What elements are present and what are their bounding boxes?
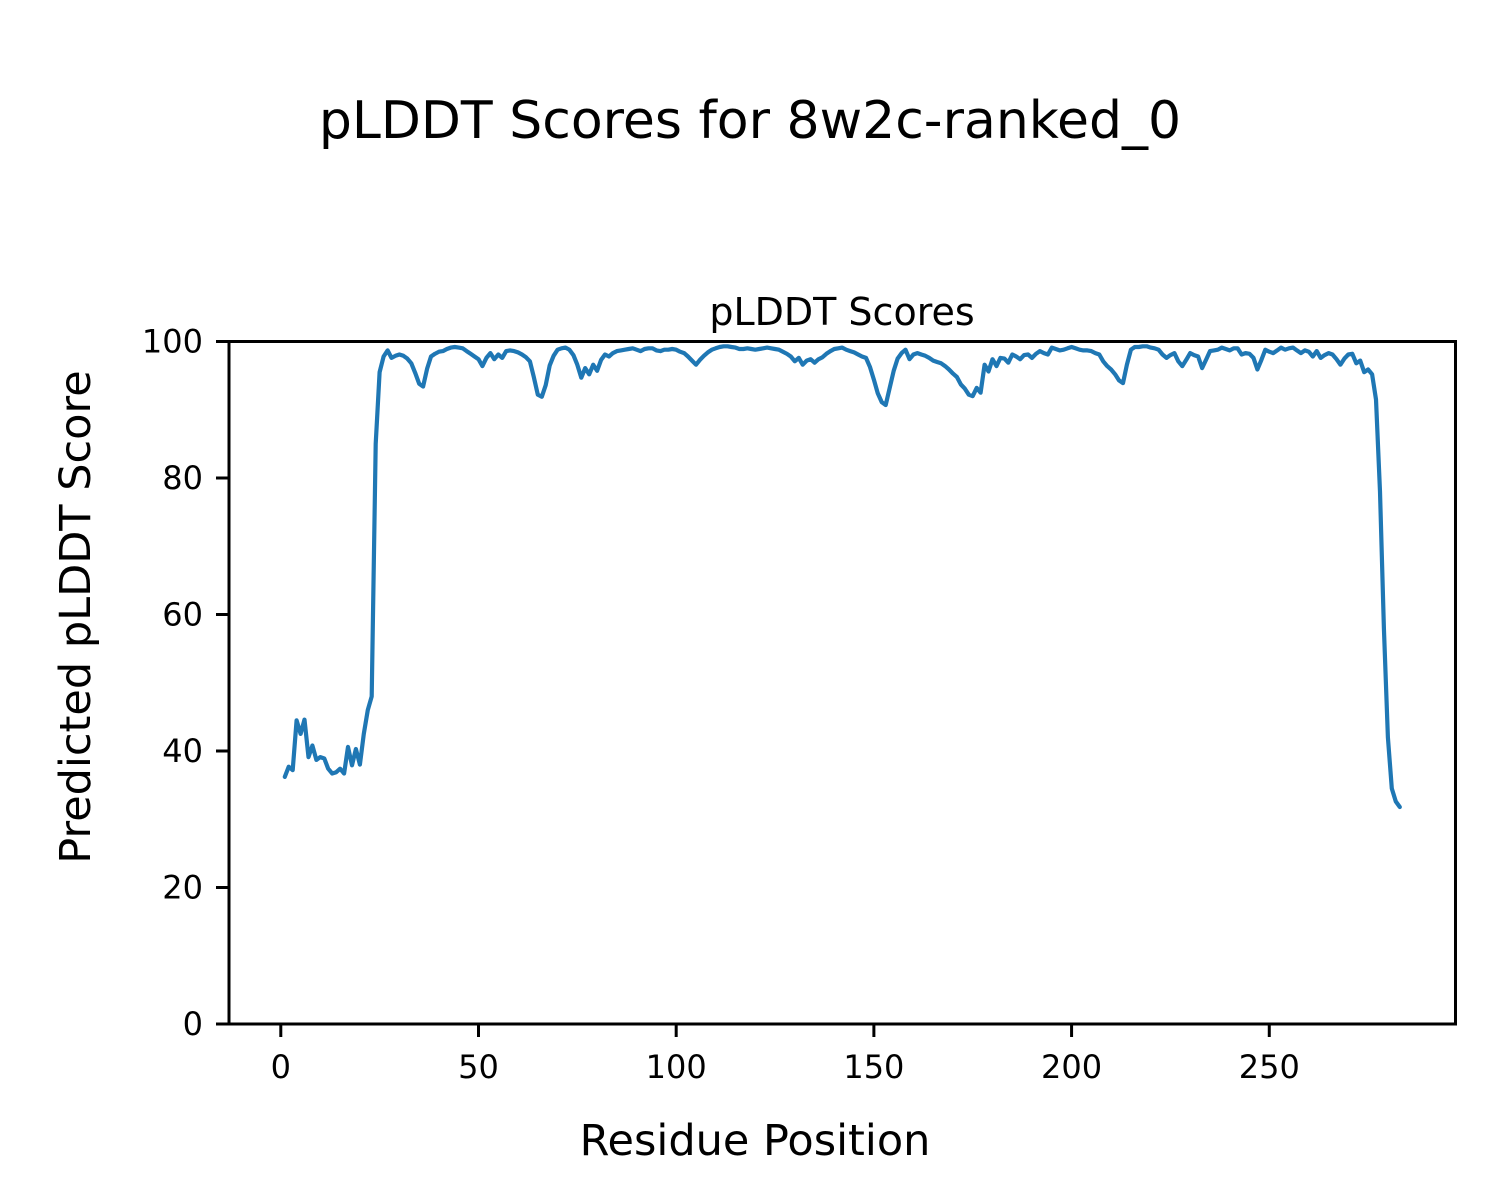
axes-title: pLDDT Scores (709, 290, 974, 334)
x-tick-label: 100 (646, 1048, 707, 1086)
x-tick-label: 0 (271, 1048, 291, 1086)
y-tick-label: 0 (183, 1005, 203, 1043)
plddt-line (282, 344, 1402, 810)
figure-suptitle: pLDDT Scores for 8w2c-ranked_0 (319, 91, 1181, 151)
y-tick-label: 60 (162, 596, 203, 634)
y-axis-ticklabels: 0 20 40 60 80 100 (142, 323, 203, 1044)
y-tick-label: 40 (162, 732, 203, 770)
x-axis-label: Residue Position (580, 1116, 931, 1166)
y-axis-ticks (216, 340, 229, 1026)
x-tick-label: 200 (1041, 1048, 1102, 1086)
y-tick-label: 80 (162, 459, 203, 497)
y-tick-label: 100 (142, 323, 203, 361)
x-axis-ticklabels: 0 50 100 150 200 250 (271, 1048, 1300, 1086)
x-tick-label: 150 (843, 1048, 904, 1086)
y-axis-label: Predicted pLDDT Score (51, 370, 101, 863)
y-tick-label: 20 (162, 869, 203, 907)
x-tick-label: 50 (458, 1048, 499, 1086)
x-axis-ticks (279, 1024, 1271, 1037)
axes-frame (227, 340, 1457, 1026)
x-tick-label: 250 (1239, 1048, 1300, 1086)
data-series-group (282, 344, 1402, 810)
